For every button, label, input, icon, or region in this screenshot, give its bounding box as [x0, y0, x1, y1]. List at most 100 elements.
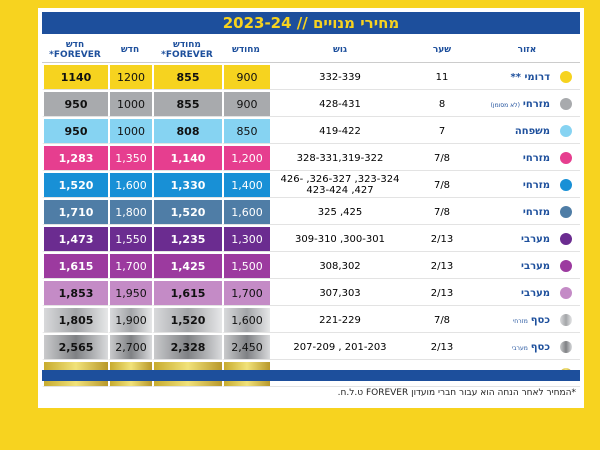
gate-cell: 2/13 — [410, 335, 474, 360]
zone-dot — [560, 233, 572, 245]
price-cell: 808 — [152, 119, 222, 144]
zone-dot — [560, 314, 572, 326]
zone-dot — [560, 341, 572, 353]
price-cell: 1,950 — [108, 281, 152, 306]
zone-dot — [560, 152, 572, 164]
header-cell: חדש FOREVER* — [42, 38, 108, 63]
block-cell: 307,303 — [270, 281, 410, 306]
gate-cell: 11 — [410, 65, 474, 90]
gate-cell: 7 — [410, 119, 474, 144]
zone-name: כסף — [530, 315, 550, 326]
price-cell: 1,800 — [108, 200, 152, 225]
price-cell: 1,853 — [42, 281, 108, 306]
table-row: מזרחי(לא מסומן) 8 428-431 900 855 1000 950 — [42, 92, 580, 117]
table-row: מזרחי 7/8 425, 325 1,600 1,520 1,800 1,710 — [42, 200, 580, 225]
block-cell: 332-339 — [270, 65, 410, 90]
price-cell: 1,600 — [108, 173, 152, 198]
block-cell: 201-203 , 207-209 — [270, 335, 410, 360]
table-row: מערבי 2/13 307,303 1,700 1,615 1,950 1,853 — [42, 281, 580, 306]
zone-cell: מערבי — [474, 254, 580, 279]
block-cell: 425, 325 — [270, 200, 410, 225]
header-row: אזור שער גוש מחודש מחודש FOREVER* חדש חדש FORE… — [42, 38, 580, 63]
price-cell: 1,550 — [108, 227, 152, 252]
header-cell: אזור — [474, 38, 580, 63]
price-cell: 1,330 — [152, 173, 222, 198]
price-cell: 1000 — [108, 92, 152, 117]
zone-cell: מערבי — [474, 227, 580, 252]
price-cell: 850 — [222, 119, 270, 144]
gate-cell: 7/8 — [410, 308, 474, 333]
block-cell: 419-422 — [270, 119, 410, 144]
price-cell: 1,805 — [42, 308, 108, 333]
block-cell: 323-324, 326-327, 426-427, 423-424 — [270, 173, 410, 198]
price-cell: 1,710 — [42, 200, 108, 225]
table-row: דרומי ** 11 332-339 900 855 1200 1140 — [42, 65, 580, 90]
title: מחירי מנויים // 2023-24 — [42, 12, 580, 34]
zone-name: מערבי — [521, 288, 550, 299]
gate-cell: 7/8 — [410, 200, 474, 225]
price-cell: 2,450 — [222, 335, 270, 360]
zone-dot — [560, 260, 572, 272]
gate-cell: 7/8 — [410, 173, 474, 198]
zone-name: כסף — [530, 342, 550, 353]
price-cell: 855 — [152, 92, 222, 117]
table-row: משפחה 7 419-422 850 808 1000 950 — [42, 119, 580, 144]
zone-cell: משפחה — [474, 119, 580, 144]
zone-dot — [560, 287, 572, 299]
block-cell: 428-431 — [270, 92, 410, 117]
price-cell: 1,520 — [42, 173, 108, 198]
gate-cell: 2/13 — [410, 254, 474, 279]
table-row: מזרחי 7/8 323-324, 326-327, 426-427, 423-4… — [42, 173, 580, 198]
zone-cell: כסףמזרחי — [474, 308, 580, 333]
price-table: אזור שער גוש מחודש מחודש FOREVER* חדש חדש FORE… — [42, 36, 580, 389]
table-row: כסףמזרחי 7/8 221-229 1,600 1,520 1,900 1,805 — [42, 308, 580, 333]
zone-dot — [560, 179, 572, 191]
footnote: *המחיר לאחר הנחה הוא עבור חברי מועדון FO… — [337, 388, 576, 398]
zone-name: מזרחי — [522, 153, 550, 164]
price-cell: 1,350 — [108, 146, 152, 171]
zone-cell: דרומי ** — [474, 65, 580, 90]
price-cell: 855 — [152, 65, 222, 90]
zone-cell: מזרחי — [474, 173, 580, 198]
price-cell: 1,140 — [152, 146, 222, 171]
price-cell: 2,565 — [42, 335, 108, 360]
price-cell: 1,300 — [222, 227, 270, 252]
price-cell: 1,283 — [42, 146, 108, 171]
zone-dot — [560, 206, 572, 218]
price-cell: 1,900 — [108, 308, 152, 333]
block-cell: 300-301, 309-310 — [270, 227, 410, 252]
zone-name: מערבי — [521, 261, 550, 272]
zone-name: מזרחי — [522, 99, 550, 110]
price-cell: 900 — [222, 65, 270, 90]
bottom-bar — [42, 370, 580, 381]
zone-note: מערבי — [511, 345, 528, 352]
price-cell: 1,425 — [152, 254, 222, 279]
zone-name: מזרחי — [522, 207, 550, 218]
zone-cell: כסףמערבי — [474, 335, 580, 360]
zone-name: דרומי ** — [510, 72, 550, 83]
table-row: מערבי 2/13 300-301, 309-310 1,300 1,235 1,550… — [42, 227, 580, 252]
zone-name: מזרחי — [522, 180, 550, 191]
price-cell: 1000 — [108, 119, 152, 144]
block-cell: 308,302 — [270, 254, 410, 279]
block-cell: 328-331,319-322 — [270, 146, 410, 171]
price-cell: 1,520 — [152, 200, 222, 225]
zone-cell: מזרחי(לא מסומן) — [474, 92, 580, 117]
price-cell: 900 — [222, 92, 270, 117]
zone-cell: מערבי — [474, 281, 580, 306]
header-cell: מחודש — [222, 38, 270, 63]
zone-note: מזרחי — [512, 318, 528, 325]
price-cell: 2,328 — [152, 335, 222, 360]
price-cell: 1,615 — [152, 281, 222, 306]
header-cell: חדש — [108, 38, 152, 63]
price-cell: 1,700 — [222, 281, 270, 306]
zone-cell: מזרחי — [474, 200, 580, 225]
price-cell: 1200 — [108, 65, 152, 90]
header-cell: גוש — [270, 38, 410, 63]
zone-name: משפחה — [514, 126, 550, 137]
gate-cell: 2/13 — [410, 281, 474, 306]
price-cell: 1,235 — [152, 227, 222, 252]
zone-dot — [560, 125, 572, 137]
price-cell: 1,600 — [222, 308, 270, 333]
